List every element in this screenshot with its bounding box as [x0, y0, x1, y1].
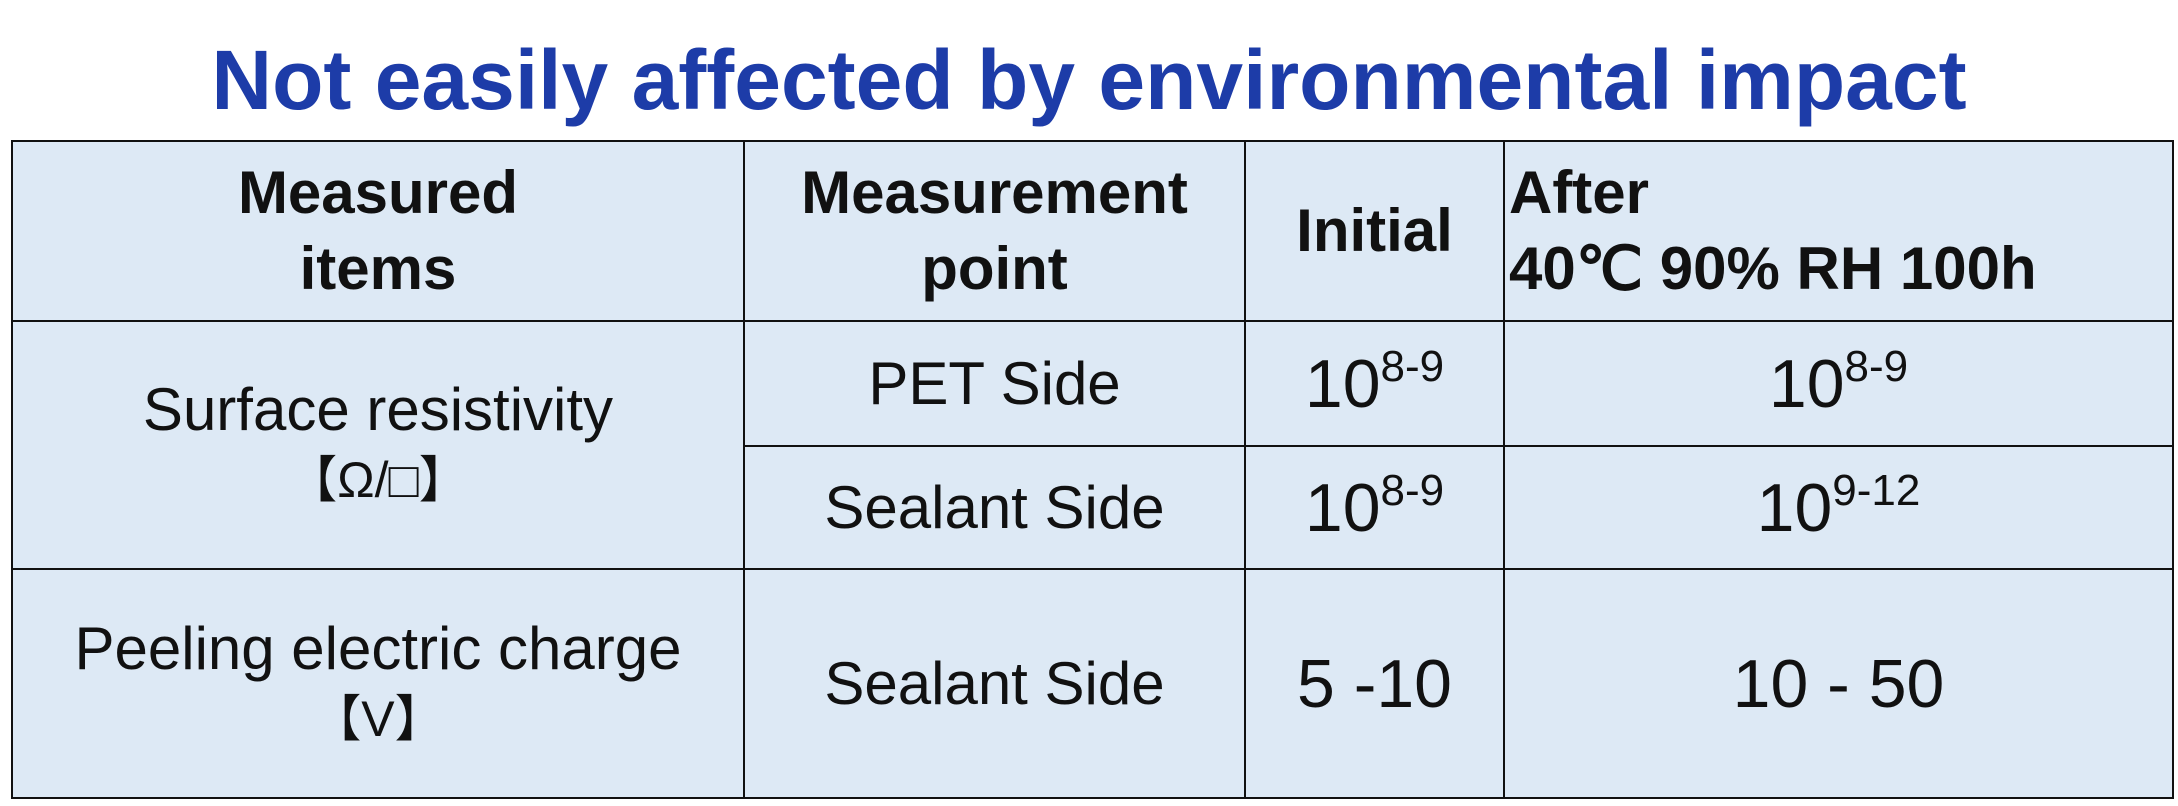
initial-cell: 108-9 [1244, 320, 1505, 447]
title: Not easily affected by environmental imp… [211, 33, 1967, 127]
header-text: items [299, 235, 457, 302]
table: Measured items Measurement point Initial A… [11, 140, 2174, 799]
header-cell: Measurement point [743, 140, 1246, 322]
initial-cell: 5 -10 [1244, 568, 1505, 799]
row: Peeling electric charge 【V】 Sealant Side … [11, 568, 2174, 799]
item-text: Surface resistivity [142, 376, 614, 443]
base: 10 [1304, 469, 1381, 546]
base: 10 [1768, 345, 1845, 422]
header-text: Measured [237, 159, 519, 226]
point-cell: Sealant Side [743, 568, 1246, 799]
exponent: 8-9 [1844, 341, 1909, 391]
after-cell: 10 - 50 [1503, 568, 2174, 799]
header-text: Measurement [801, 159, 1188, 226]
item-text: Peeling electric charge [74, 614, 682, 682]
item-cell: Surface resistivity 【Ω/□】 [11, 320, 745, 570]
exponent: 8-9 [1380, 341, 1445, 391]
after-cell: 109-12 [1503, 445, 2174, 570]
header-row: Measured items Measurement point Initial A… [11, 140, 2174, 322]
exponent: 9-12 [1832, 465, 1921, 515]
header-cell: After 40℃ 90% RH 100h [1503, 140, 2174, 322]
after-cell: 108-9 [1503, 320, 2174, 447]
header-cell: Measured items [11, 140, 745, 322]
unit-text: 【Ω/□】 [287, 452, 469, 508]
header-text: After [1509, 159, 1650, 226]
row: Sealant Side 108-9 109-12 [12, 445, 2174, 570]
unit-text: 【V】 [311, 690, 445, 747]
item-cell: Peeling electric charge 【V】 [11, 568, 745, 799]
row: Surface resistivity 【Ω/□】 PET Side 108-9 … [11, 320, 2174, 570]
point-cell: PET Side [743, 320, 1246, 447]
header-cell: Initial [1244, 140, 1505, 322]
initial-cell: 108-9 [1244, 445, 1505, 570]
base: 10 [1756, 469, 1833, 546]
header-text: 40℃ 90% RH 100h [1509, 235, 2037, 302]
header-text: point [921, 235, 1068, 302]
exponent: 8-9 [1380, 465, 1445, 515]
header-text: Initial [1296, 197, 1453, 264]
point-cell: Sealant Side [743, 445, 1246, 570]
base: 10 [1304, 345, 1381, 422]
